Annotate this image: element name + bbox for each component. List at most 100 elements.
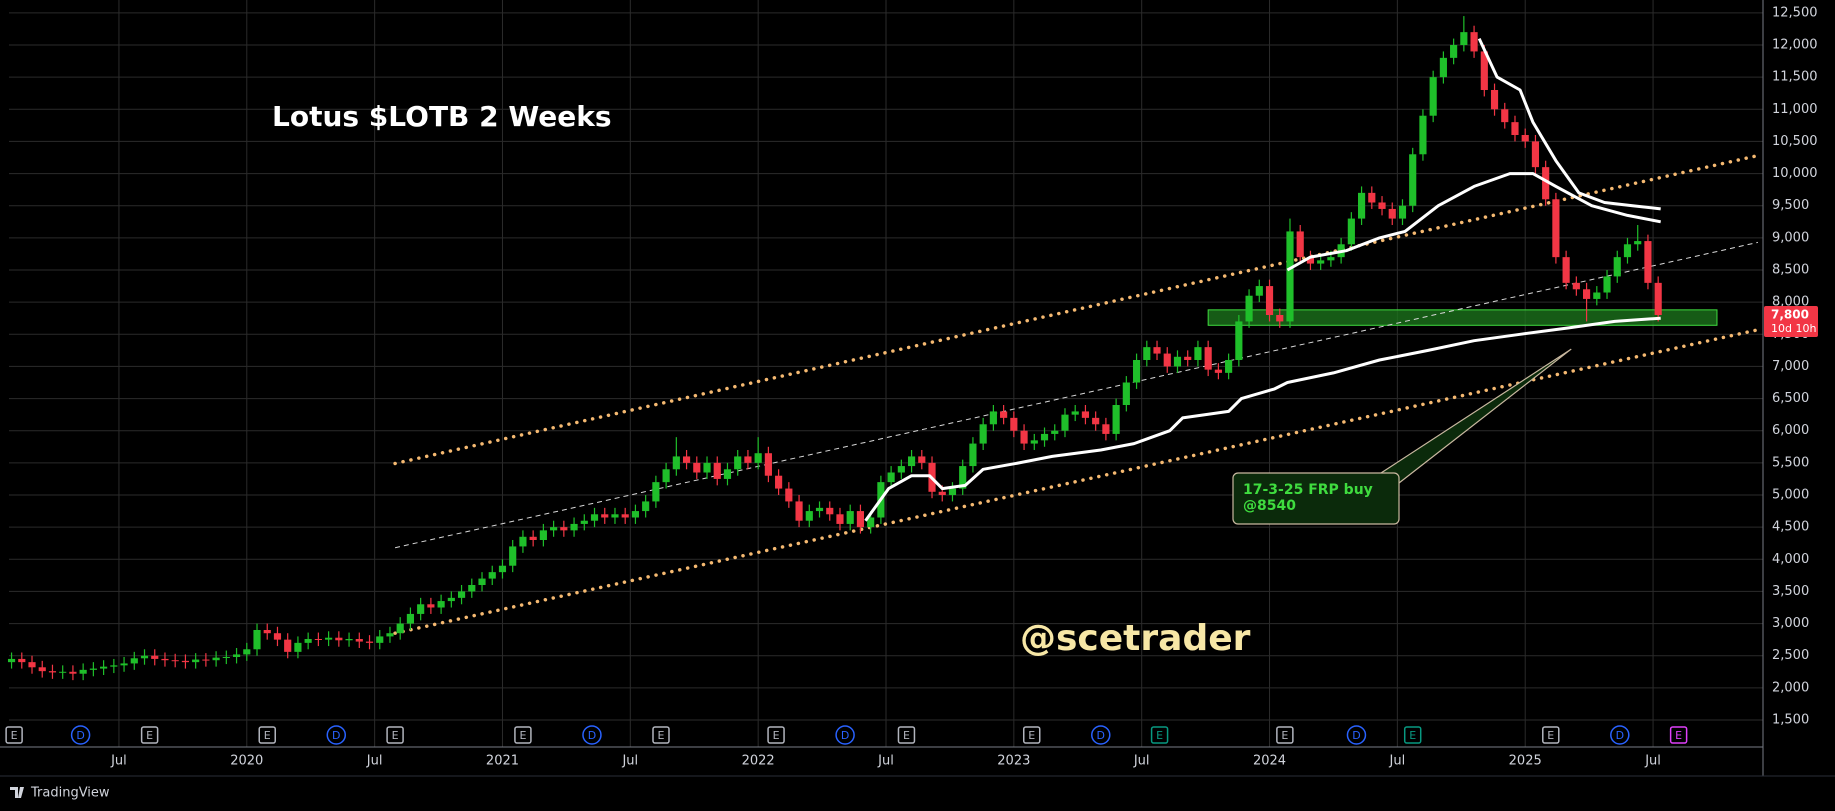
candle-body [570,523,578,531]
candle-body [1163,353,1171,367]
candle-body [1531,141,1540,168]
candle-body [447,597,455,602]
event-marker [514,726,532,744]
y-tick-label: 12,500 [1772,5,1818,20]
y-tick-label: 6,500 [1772,391,1809,406]
candle-body [273,633,282,640]
event-marker [1610,725,1630,745]
candle-body [948,488,957,495]
y-tick-label: 4,500 [1772,520,1809,535]
candle-body [764,453,772,476]
candle-body [140,655,149,659]
candle-body [1173,356,1182,367]
candle-body [202,659,210,661]
candle-body [621,514,629,518]
candle-body [1092,417,1100,425]
event-label: E [1409,729,1416,742]
event-marker [140,726,159,744]
candle-body [1419,115,1427,155]
event-label: D [1097,729,1105,742]
candle-body [509,546,517,566]
candle-body [48,671,57,673]
candle-body [1306,257,1315,264]
event-marker [1150,726,1169,744]
logo-shape [10,787,24,798]
candle-body [1225,360,1233,373]
event-label: E [903,729,910,742]
candle-body [130,658,138,664]
y-tick-label: 11,500 [1772,70,1818,85]
event-marker [767,726,785,744]
moving-average [1477,37,1661,211]
candle-body [232,654,241,657]
event-label: D [588,729,596,742]
candle-body [989,411,997,425]
candle-body [79,669,87,674]
candle-body [539,530,547,540]
candle-body [1081,411,1090,418]
candle-body [1593,292,1601,299]
candle-body [1480,51,1488,90]
candle-body [212,657,220,661]
candle-body [611,514,619,518]
candle-body [89,668,97,670]
event-marker [652,726,670,744]
candle-body [693,462,701,473]
candle-body [754,453,762,463]
event-marker [70,725,91,745]
candle-body [18,658,26,663]
x-tick-label: 2023 [997,754,1030,769]
event-marker [897,726,916,744]
candle-body [682,456,691,463]
y-tick-label: 10,000 [1772,166,1818,181]
y-tick-label: 10,500 [1772,134,1818,149]
candle-body [437,601,445,608]
x-tick-label: Jul [1133,754,1150,769]
event-label: D [1616,729,1624,742]
callout-box [1232,472,1400,525]
candle-body [110,665,118,667]
event-marker [1346,725,1367,745]
candle-body [253,630,261,650]
candle-body [1132,360,1141,383]
event-label: E [1281,729,1288,742]
event-label: D [1352,729,1360,742]
candle-body [1613,257,1621,277]
candle-body [1460,32,1468,45]
event-marker [326,725,347,745]
candle-body [1388,208,1396,219]
moving-average [864,316,1661,522]
candle-body [979,424,987,444]
candle-body [703,462,711,473]
footer-logo [10,787,24,798]
candle-body [1501,109,1509,123]
x-tick-label: 2024 [1253,754,1286,769]
candle-body [826,507,834,515]
event-label: E [146,729,153,742]
candle-body [325,637,333,640]
y-tick-label: 3,500 [1772,584,1809,599]
candle-body [304,639,312,643]
candle-body [1030,440,1038,444]
event-label: D [332,729,340,742]
candle-body [652,482,660,502]
candle-body [918,456,926,463]
y-tick-label: 4,000 [1772,552,1809,567]
candle-body [795,501,803,521]
y-tick-label: 8,500 [1772,263,1809,278]
last-price-box [1764,306,1818,337]
candle-body [1634,241,1642,245]
event-label: E [1156,729,1163,742]
callout-text: 17-3-25 FRP buy [1243,482,1373,498]
brand[interactable]: TradingView [30,786,110,801]
candle-body [1276,315,1284,322]
candles [7,16,1662,681]
candle-body [1153,347,1161,354]
candle-body [1255,286,1263,296]
candle-body [631,511,640,518]
candle-body [734,456,742,470]
candle-body [938,491,946,495]
